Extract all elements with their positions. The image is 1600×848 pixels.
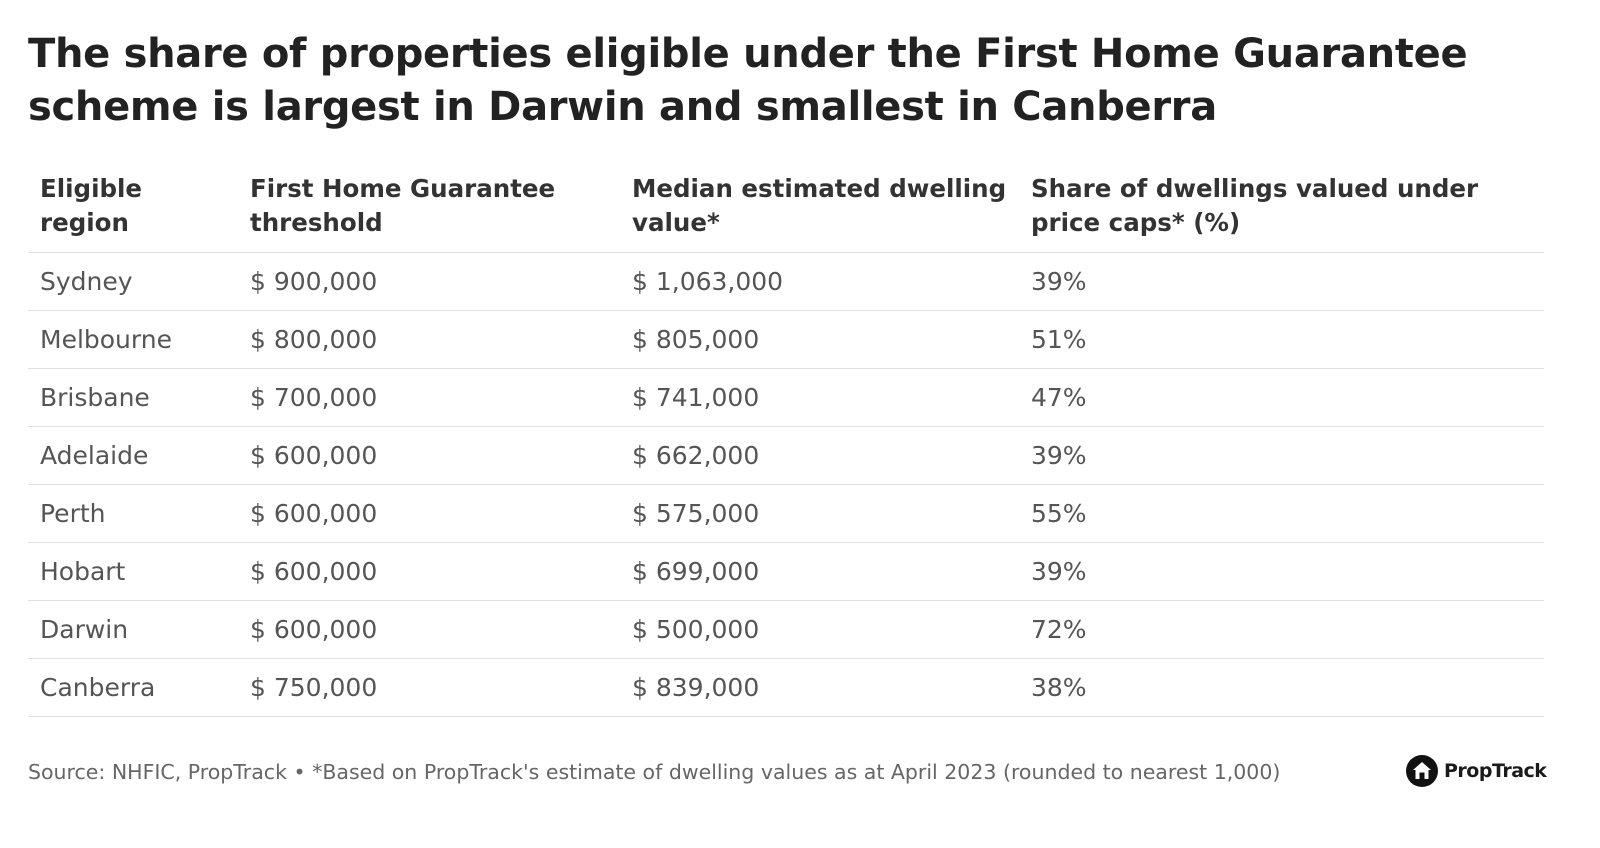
- table-row: Darwin $ 600,000 $ 500,000 72%: [28, 600, 1544, 659]
- cell-threshold: $ 700,000: [238, 368, 620, 427]
- cell-threshold: $ 750,000: [238, 658, 620, 717]
- header-row: Eligible region First Home Guarantee thr…: [28, 166, 1544, 253]
- cell-share: 39%: [1019, 542, 1544, 601]
- cell-region: Sydney: [28, 252, 238, 311]
- cell-share: 39%: [1019, 252, 1544, 311]
- cell-region: Adelaide: [28, 426, 238, 485]
- table-row: Canberra $ 750,000 $ 839,000 38%: [28, 658, 1544, 717]
- cell-share: 51%: [1019, 310, 1544, 369]
- cell-threshold: $ 800,000: [238, 310, 620, 369]
- cell-threshold: $ 600,000: [238, 426, 620, 485]
- column-header-median-value: Median estimated dwelling value*: [620, 166, 1019, 253]
- cell-share: 55%: [1019, 484, 1544, 543]
- cell-threshold: $ 900,000: [238, 252, 620, 311]
- cell-median-value: $ 575,000: [620, 484, 1019, 543]
- column-header-region: Eligible region: [28, 166, 238, 253]
- cell-region: Brisbane: [28, 368, 238, 427]
- cell-median-value: $ 1,063,000: [620, 252, 1019, 311]
- data-table: Eligible region First Home Guarantee thr…: [28, 166, 1544, 717]
- table-row: Hobart $ 600,000 $ 699,000 39%: [28, 542, 1544, 601]
- column-header-threshold: First Home Guarantee threshold: [238, 166, 620, 253]
- cell-region: Perth: [28, 484, 238, 543]
- cell-median-value: $ 839,000: [620, 658, 1019, 717]
- house-icon: [1406, 755, 1438, 787]
- cell-median-value: $ 500,000: [620, 600, 1019, 659]
- cell-share: 38%: [1019, 658, 1544, 717]
- table-row: Adelaide $ 600,000 $ 662,000 39%: [28, 426, 1544, 485]
- cell-median-value: $ 805,000: [620, 310, 1019, 369]
- source-note: Source: NHFIC, PropTrack • *Based on Pro…: [28, 760, 1281, 784]
- table-row: Brisbane $ 700,000 $ 741,000 47%: [28, 368, 1544, 427]
- cell-share: 39%: [1019, 426, 1544, 485]
- column-header-share: Share of dwellings valued under price ca…: [1019, 166, 1544, 253]
- cell-threshold: $ 600,000: [238, 542, 620, 601]
- cell-share: 47%: [1019, 368, 1544, 427]
- table-row: Melbourne $ 800,000 $ 805,000 51%: [28, 310, 1544, 369]
- cell-threshold: $ 600,000: [238, 600, 620, 659]
- cell-median-value: $ 699,000: [620, 542, 1019, 601]
- logo-wordmark: PropTrack: [1444, 760, 1547, 782]
- cell-region: Darwin: [28, 600, 238, 659]
- cell-region: Hobart: [28, 542, 238, 601]
- cell-threshold: $ 600,000: [238, 484, 620, 543]
- cell-median-value: $ 662,000: [620, 426, 1019, 485]
- cell-region: Canberra: [28, 658, 238, 717]
- cell-share: 72%: [1019, 600, 1544, 659]
- cell-median-value: $ 741,000: [620, 368, 1019, 427]
- proptrack-logo: PropTrack: [1405, 754, 1547, 788]
- cell-region: Melbourne: [28, 310, 238, 369]
- table-row: Perth $ 600,000 $ 575,000 55%: [28, 484, 1544, 543]
- table-row: Sydney $ 900,000 $ 1,063,000 39%: [28, 252, 1544, 311]
- chart-title: The share of properties eligible under t…: [28, 31, 1468, 130]
